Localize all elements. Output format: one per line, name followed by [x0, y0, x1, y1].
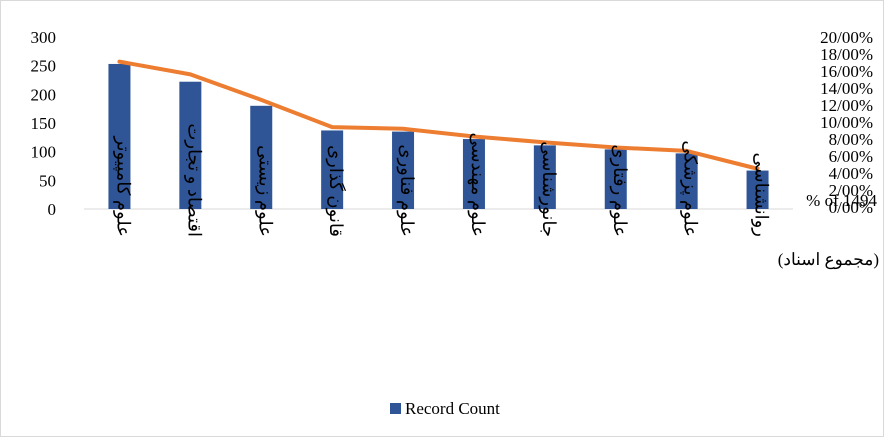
- category-label: علوم زیستی: [254, 145, 275, 237]
- legend: Record Count: [390, 399, 500, 418]
- right-axis-unit-label: % of 1494: [806, 191, 877, 210]
- left-tick-label: 50: [39, 171, 56, 190]
- bar: [250, 105, 273, 209]
- bar-series: [108, 63, 769, 209]
- right-axis-unit-sublabel: (مجموع اسناد): [778, 250, 879, 270]
- bar: [604, 149, 627, 209]
- bar: [179, 81, 202, 209]
- category-label: علوم پزشکی: [680, 140, 701, 237]
- right-tick-label: 8/00%: [829, 130, 873, 149]
- left-tick-label: 100: [31, 143, 57, 162]
- right-tick-label: 4/00%: [829, 164, 873, 183]
- percentage-line: [117, 59, 760, 171]
- bar: [746, 170, 769, 209]
- category-label: علوم فناوری: [396, 144, 417, 237]
- legend-swatch: [390, 403, 401, 414]
- left-tick-label: 200: [31, 85, 57, 104]
- right-axis-ticks: 20/00%18/00%16/00%14/00%12/00%10/00%8/00…: [820, 28, 873, 217]
- right-tick-label: 16/00%: [820, 62, 873, 81]
- right-tick-label: 18/00%: [820, 45, 873, 64]
- bar: [108, 63, 131, 209]
- bar: [675, 153, 698, 209]
- bar: [321, 130, 344, 209]
- category-label: علوم رفتاری: [609, 144, 630, 237]
- left-tick-label: 150: [31, 114, 57, 133]
- right-tick-label: 14/00%: [820, 79, 873, 98]
- right-tick-label: 20/00%: [820, 28, 873, 47]
- right-tick-label: 12/00%: [820, 96, 873, 115]
- right-tick-label: 2/00%: [829, 181, 873, 200]
- category-label: جانورشناسی: [538, 141, 559, 237]
- left-axis-ticks: 300 250 200 150 100 50 0: [31, 28, 57, 219]
- bar: [392, 131, 415, 209]
- bar: [462, 139, 485, 209]
- left-tick-label: 250: [31, 57, 57, 76]
- category-label: روانشناسی: [751, 153, 772, 237]
- left-tick-label: 300: [31, 28, 57, 47]
- category-labels: علوم کامپیوتر اقتصاد و تجارت علوم زیستی قان…: [112, 123, 771, 237]
- category-label: علوم کامپیوتر: [112, 136, 133, 237]
- category-label: علوم مهندسی: [467, 132, 488, 237]
- right-tick-label: 10/00%: [820, 113, 873, 132]
- category-label: اقتصاد و تجارت: [183, 123, 204, 237]
- bar: [533, 145, 556, 209]
- right-tick-label: 0/00%: [829, 198, 873, 217]
- right-tick-label: 6/00%: [829, 147, 873, 166]
- category-label: قانون گذاری: [325, 145, 347, 237]
- legend-label: Record Count: [405, 399, 500, 418]
- left-tick-label: 0: [48, 200, 57, 219]
